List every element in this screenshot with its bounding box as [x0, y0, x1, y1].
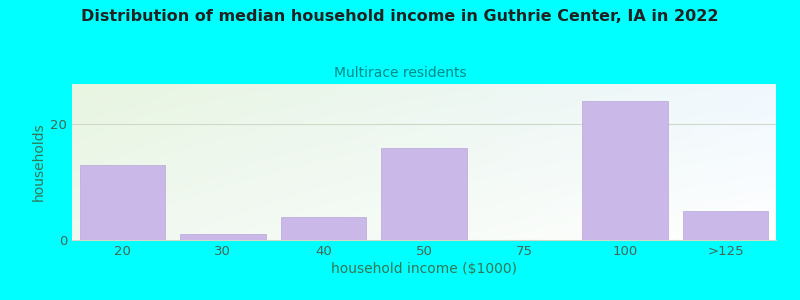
- Bar: [582, 101, 668, 240]
- Bar: [281, 217, 366, 240]
- Bar: [382, 148, 466, 240]
- Text: Multirace residents: Multirace residents: [334, 66, 466, 80]
- Bar: [180, 234, 266, 240]
- Y-axis label: households: households: [32, 123, 46, 201]
- Bar: [79, 165, 165, 240]
- X-axis label: household income ($1000): household income ($1000): [331, 262, 517, 276]
- Text: Distribution of median household income in Guthrie Center, IA in 2022: Distribution of median household income …: [82, 9, 718, 24]
- Bar: [683, 211, 769, 240]
